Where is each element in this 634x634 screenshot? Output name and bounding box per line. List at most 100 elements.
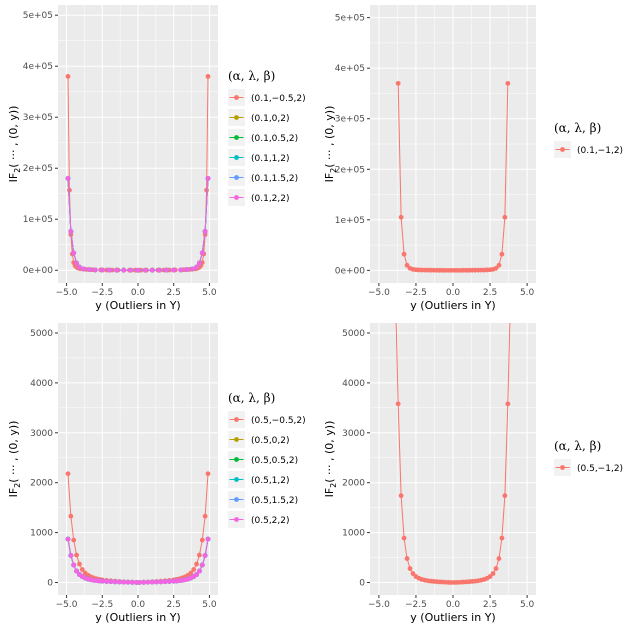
data-point xyxy=(129,579,135,585)
data-point xyxy=(197,552,202,558)
data-point xyxy=(92,267,98,273)
y-tick-label: 3e+05 xyxy=(23,113,53,123)
legend-key-dot xyxy=(234,135,239,140)
data-point xyxy=(194,572,199,577)
x-tick-label: −2.5 xyxy=(91,600,113,610)
data-point xyxy=(65,176,71,181)
legend-item: (0.1,−1,2) xyxy=(554,141,623,158)
data-point xyxy=(395,401,401,407)
y-axis-label-rest: ( ··· , (0, y)) xyxy=(7,106,20,168)
data-point xyxy=(197,568,202,574)
legend-item: (0.5,2,2) xyxy=(228,511,290,528)
y-tick-label: 5000 xyxy=(30,329,53,339)
data-point xyxy=(167,579,172,584)
x-tick-label: 2.5 xyxy=(167,288,181,298)
data-point xyxy=(205,176,211,181)
data-point xyxy=(121,267,127,273)
data-point xyxy=(65,536,71,542)
y-tick-label: 2e+05 xyxy=(335,165,365,175)
legend-item: (0.1,1.5,2) xyxy=(228,169,298,186)
series-5 xyxy=(65,176,211,273)
data-point xyxy=(194,264,199,270)
data-point xyxy=(505,401,511,407)
legend-label: (0.1,2,2) xyxy=(251,194,290,204)
legend-key-dot xyxy=(234,437,239,442)
x-axis-label: y (Outliers in Y) xyxy=(95,299,180,312)
y-tick-label: 5000 xyxy=(342,329,365,339)
legend-item: (0.5,−0.5,2) xyxy=(228,411,306,428)
legend-item: (0.5,1,2) xyxy=(228,471,290,488)
legend-key-dot xyxy=(560,147,565,152)
legend-key-dot xyxy=(234,95,239,100)
legend-item: (0.5,1.5,2) xyxy=(228,491,298,508)
x-tick-label: 2.5 xyxy=(483,600,497,610)
y-axis-label-rest: ( ··· , (0, y)) xyxy=(323,421,336,483)
data-point xyxy=(128,267,134,273)
legend-label: (0.1,0.5,2) xyxy=(251,134,298,144)
chart-panel-top-left: −5.0 −2.5 0.0 2.5 5.0 0e+00 1e+05 2e+05 3e+05 4e+… xyxy=(7,5,306,312)
x-tick-label: 0.0 xyxy=(131,600,146,610)
data-point xyxy=(499,251,505,257)
data-point xyxy=(164,267,169,273)
y-tick-label: 2000 xyxy=(30,479,53,489)
axis-ticks: −5.0 −2.5 0.0 2.5 5.0 0e+00 1e+05 2e+05 3e+05 4e+… xyxy=(23,11,217,298)
data-point xyxy=(199,562,205,568)
y-axis-label-subscript: 2 xyxy=(329,483,338,488)
y-axis-label-rest: ( ··· , (0, y)) xyxy=(7,421,20,483)
data-point xyxy=(502,214,508,220)
y-tick-label: 3000 xyxy=(342,429,365,439)
data-point xyxy=(99,578,105,584)
legend: (α, λ, β) (0.1,−0.5,2) (0.1,0,2) (0.1,0.5,… xyxy=(228,69,306,206)
axis-ticks: −5.0 −2.5 0.0 2.5 5.0 0 1000 2000 3000 4000 5000 xyxy=(30,329,217,610)
x-tick-label: −5.0 xyxy=(56,288,78,298)
x-tick-label: 0.0 xyxy=(446,600,461,610)
legend-label: (0.5,0,2) xyxy=(251,436,290,446)
legend-label: (0.1,1,2) xyxy=(251,154,290,164)
data-point xyxy=(205,536,211,542)
y-tick-label: 2e+05 xyxy=(23,164,53,174)
x-axis-label: y (Outliers in Y) xyxy=(410,611,495,624)
data-point xyxy=(205,74,211,79)
legend: (α, λ, β) (0.5,−1,2) xyxy=(554,439,623,476)
data-point xyxy=(145,579,151,585)
legend-key-dot xyxy=(234,497,239,502)
data-point xyxy=(157,267,162,273)
legend-label: (0.1,−0.5,2) xyxy=(251,94,306,104)
legend-title: (α, λ, β) xyxy=(228,391,275,405)
series-0 xyxy=(395,323,511,585)
y-axis-label-main: IF xyxy=(323,173,336,183)
data-point xyxy=(158,579,164,585)
data-point xyxy=(178,267,184,273)
legend-label: (0.5,2,2) xyxy=(251,516,290,526)
data-point xyxy=(194,561,199,567)
data-point xyxy=(493,566,499,571)
data-point xyxy=(81,266,87,272)
legend-title: (α, λ, β) xyxy=(554,121,601,135)
legend-item: (0.5,0,2) xyxy=(228,431,290,448)
gridlines xyxy=(58,323,218,595)
data-point xyxy=(202,553,208,558)
legend: (α, λ, β) (0.1,−1,2) xyxy=(554,121,623,158)
legend-item: (0.1,−0.5,2) xyxy=(228,89,306,106)
legend-label: (0.1,1.5,2) xyxy=(251,174,298,184)
x-tick-label: 5.0 xyxy=(520,600,535,610)
data-point xyxy=(199,250,205,256)
data-point xyxy=(107,267,112,273)
y-tick-label: 5e+05 xyxy=(23,11,53,21)
legend-label: (0.5,1.5,2) xyxy=(251,496,298,506)
y-axis-label-main: IF xyxy=(7,488,20,498)
y-tick-label: 0e+00 xyxy=(335,266,366,276)
data-point xyxy=(141,579,147,585)
chart-panel-bottom-right: −5.0 −2.5 0.0 2.5 5.0 0 1000 2000 3000 4000 5000 y… xyxy=(323,323,623,624)
y-tick-label: 4000 xyxy=(342,379,365,389)
data-point xyxy=(74,260,79,266)
x-axis-label: y (Outliers in Y) xyxy=(410,299,495,312)
legend: (α, λ, β) (0.5,−0.5,2) (0.5,0,2) (0.5,0.5,… xyxy=(228,391,306,528)
data-marks xyxy=(395,80,511,273)
data-point xyxy=(77,561,82,567)
data-point xyxy=(202,513,208,519)
data-point xyxy=(496,262,502,268)
data-point xyxy=(117,579,122,585)
legend-label: (0.5,1,2) xyxy=(251,476,290,486)
y-tick-label: 4000 xyxy=(30,379,53,389)
